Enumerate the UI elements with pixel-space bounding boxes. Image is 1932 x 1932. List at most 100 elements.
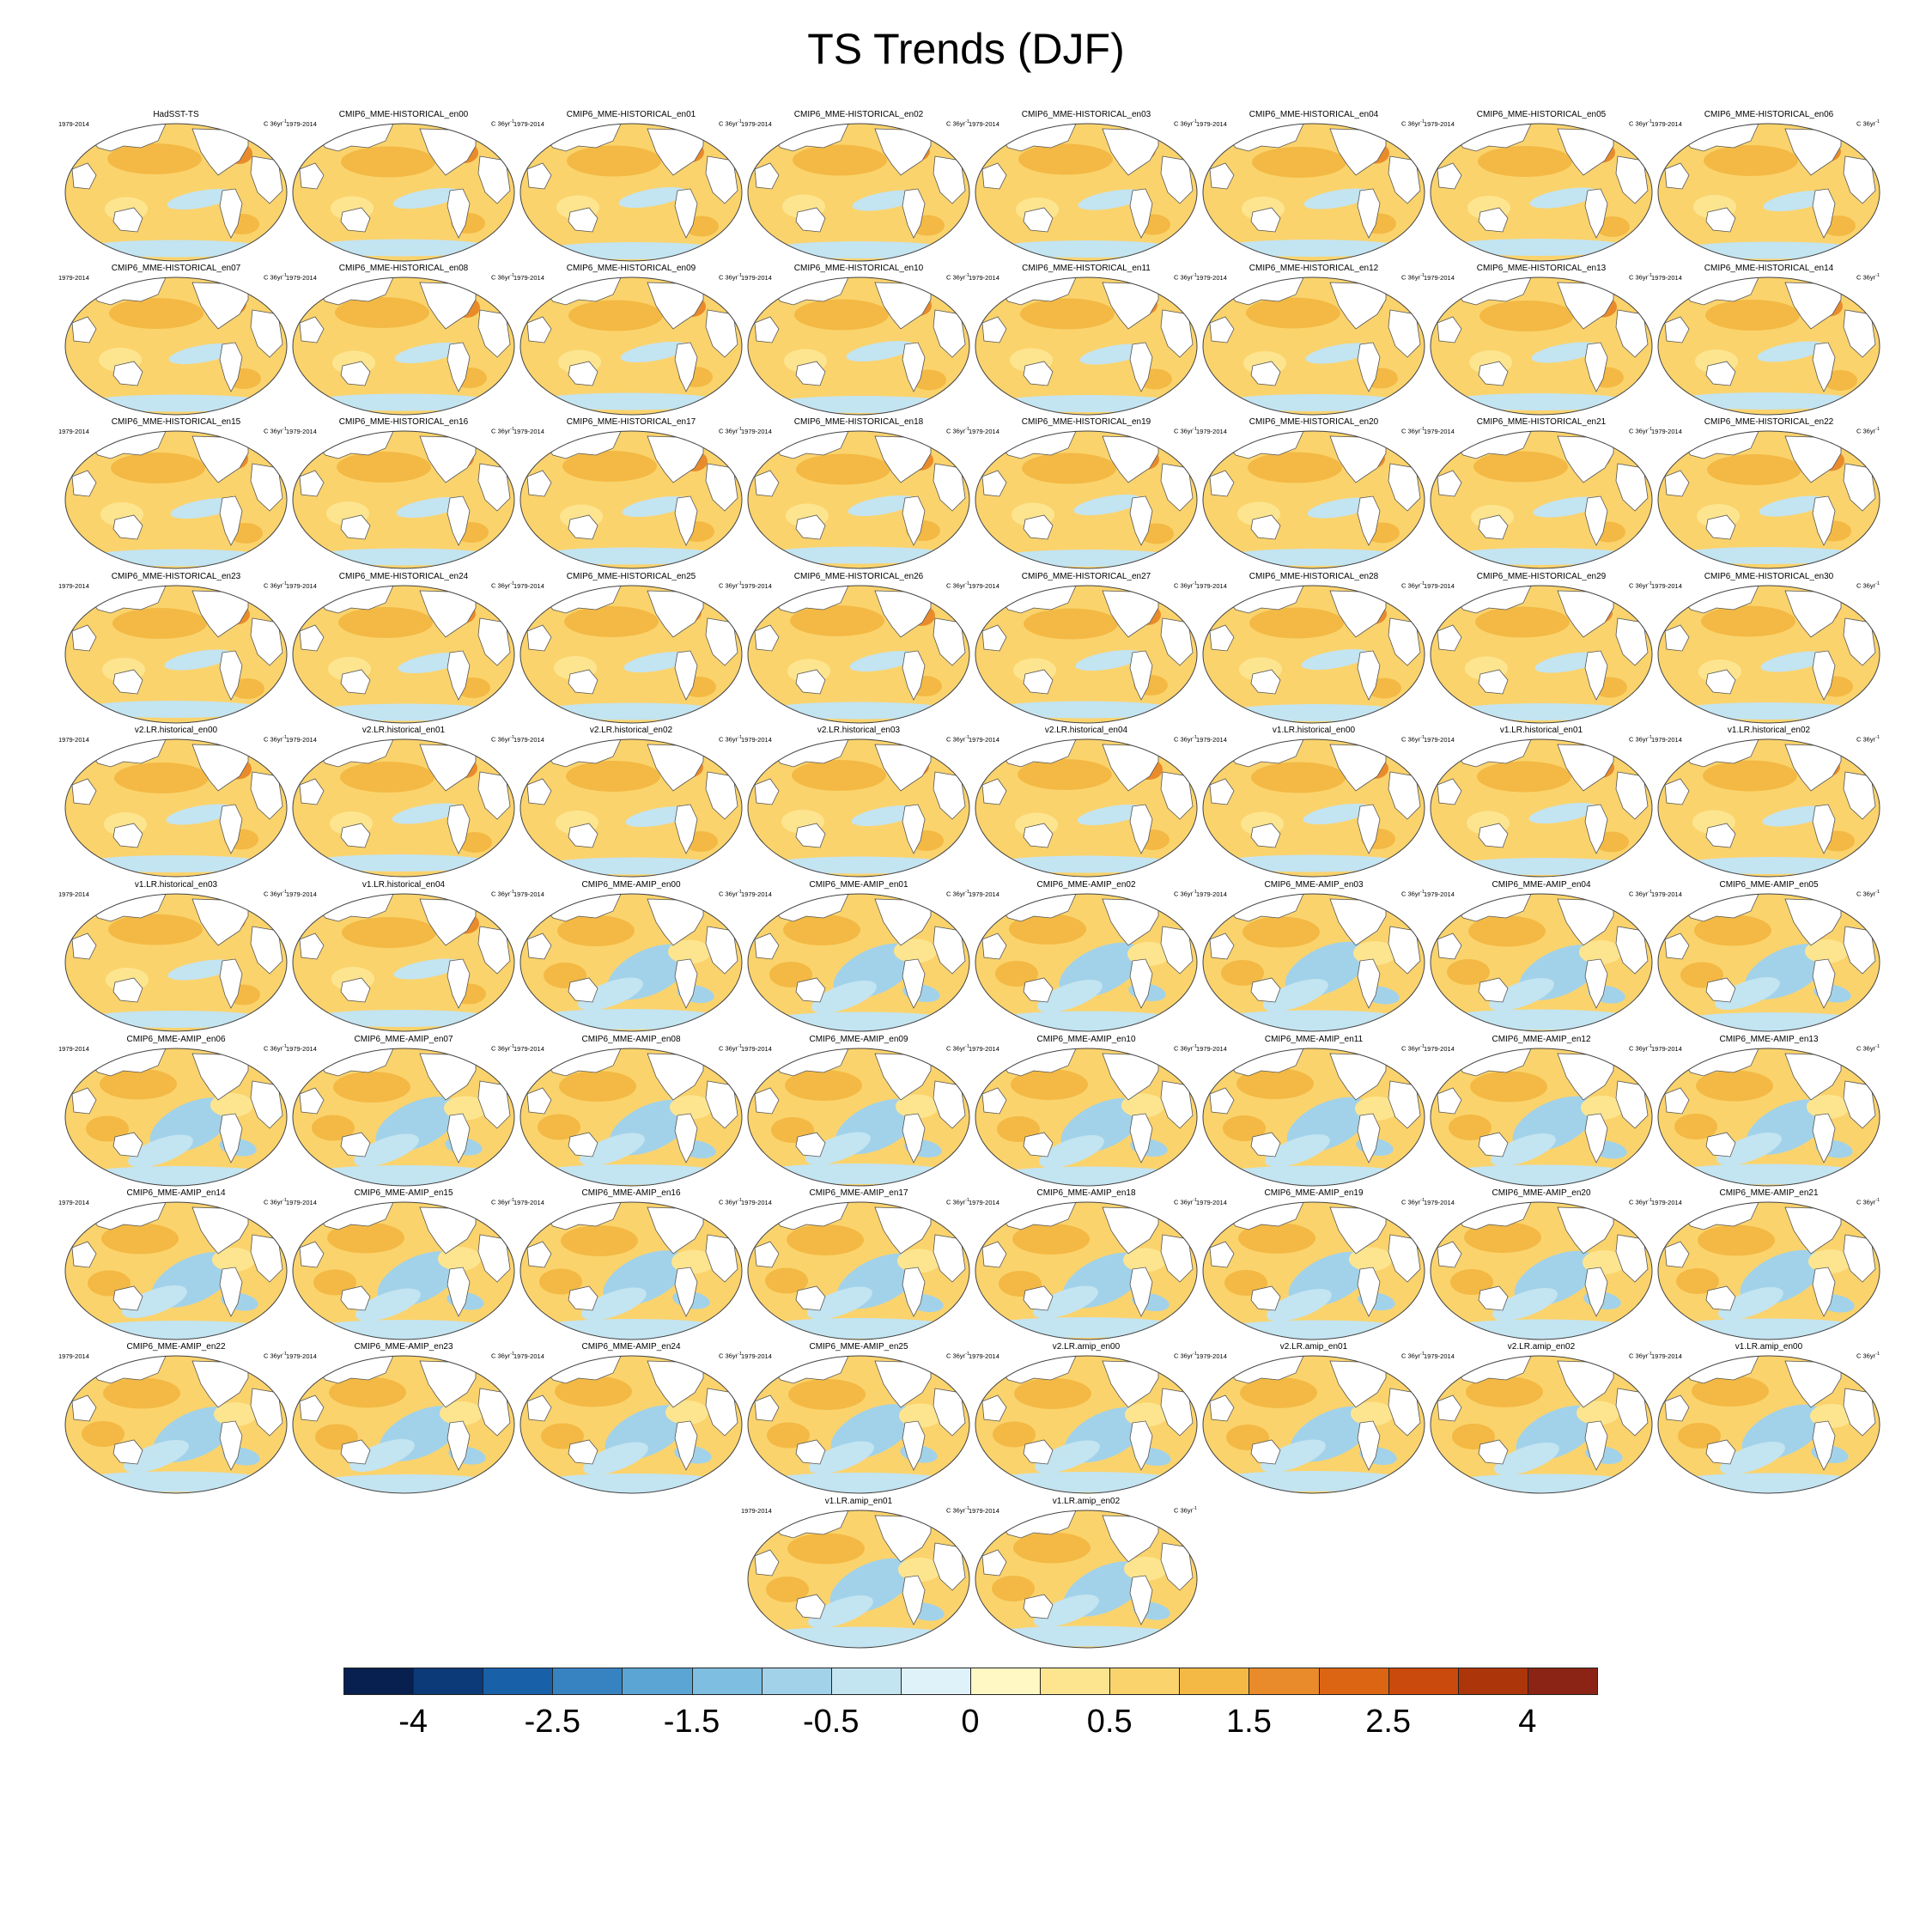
- panel-period-label: 1979-2014: [58, 1352, 89, 1360]
- robinson-map: [1657, 893, 1880, 1032]
- panel-period-label: 1979-2014: [969, 890, 999, 898]
- robinson-map: [975, 738, 1198, 878]
- units-exponent: -1: [738, 273, 742, 278]
- units-base: C 36yr: [264, 1352, 283, 1360]
- units-base: C 36yr: [264, 119, 283, 128]
- map-panel: CMIP6_MME-AMIP_en20 1979-2014 C 36yr-1: [1424, 1188, 1654, 1341]
- colorbar-swatch: [900, 1668, 971, 1695]
- map-panel: CMIP6_MME-HISTORICAL_en19 1979-2014 C 36yr…: [969, 417, 1199, 570]
- map-panel: CMIP6_MME-HISTORICAL_en09 1979-2014 C 36yr…: [513, 264, 744, 416]
- units-base: C 36yr: [1401, 1044, 1421, 1053]
- units-base: C 36yr: [1629, 119, 1649, 128]
- robinson-map: [1657, 276, 1880, 416]
- panel-title: CMIP6_MME-AMIP_en11: [1264, 1035, 1364, 1044]
- units-base: C 36yr: [1401, 735, 1421, 744]
- robinson-map: [1202, 430, 1425, 569]
- panel-title: CMIP6_MME-HISTORICAL_en23: [111, 572, 241, 581]
- panel-units-label: C 36yr-1: [719, 272, 742, 282]
- units-exponent: -1: [1420, 1198, 1425, 1203]
- robinson-map: [1202, 738, 1425, 878]
- units-base: C 36yr: [1174, 1352, 1194, 1360]
- panel-units-label: C 36yr-1: [264, 580, 287, 590]
- map-panel: CMIP6_MME-AMIP_en22 1979-2014 C 36yr-1: [58, 1342, 289, 1495]
- panel-units-label: C 36yr-1: [1856, 580, 1880, 590]
- map-panel: v2.LR.historical_en00 1979-2014 C 36yr-1: [58, 726, 289, 878]
- panel-title: CMIP6_MME-HISTORICAL_en16: [338, 417, 469, 427]
- panel-period-label: 1979-2014: [1651, 1352, 1682, 1360]
- robinson-map: [519, 276, 743, 416]
- panel-title: CMIP6_MME-HISTORICAL_en28: [1249, 572, 1379, 581]
- panel-units-label: C 36yr-1: [719, 734, 742, 744]
- panel-period-label: 1979-2014: [1424, 428, 1455, 435]
- units-base: C 36yr: [1629, 1044, 1649, 1053]
- colorbar-swatch: [1109, 1668, 1181, 1695]
- panel-period-label: 1979-2014: [513, 582, 544, 590]
- map-panel-grid: HadSST-TS 1979-2014 C 36yr-1 CMIP6_MME-HIST…: [58, 110, 1881, 1649]
- map-panel: CMIP6_MME-AMIP_en02 1979-2014 C 36yr-1: [969, 880, 1199, 1033]
- units-exponent: -1: [1875, 427, 1880, 432]
- robinson-map: [975, 893, 1198, 1032]
- map-panel: CMIP6_MME-HISTORICAL_en11 1979-2014 C 36yr…: [969, 264, 1199, 416]
- panel-period-label: 1979-2014: [741, 1045, 772, 1053]
- units-exponent: -1: [738, 890, 742, 895]
- panel-title: CMIP6_MME-AMIP_en18: [1036, 1188, 1136, 1198]
- map-panel: CMIP6_MME-HISTORICAL_en25 1979-2014 C 36yr…: [513, 572, 744, 725]
- units-base: C 36yr: [491, 735, 511, 744]
- robinson-map: [64, 893, 288, 1032]
- panel-period-label: 1979-2014: [1196, 890, 1227, 898]
- map-panel: v2.LR.historical_en01 1979-2014 C 36yr-1: [286, 726, 516, 878]
- panel-title: CMIP6_MME-AMIP_en09: [809, 1035, 908, 1044]
- robinson-map: [292, 276, 515, 416]
- map-panel: CMIP6_MME-AMIP_en07 1979-2014 C 36yr-1: [286, 1035, 516, 1188]
- robinson-map: [519, 1355, 743, 1494]
- panel-title: CMIP6_MME-HISTORICAL_en24: [338, 572, 469, 581]
- panel-period-label: 1979-2014: [1424, 736, 1455, 744]
- map-panel: CMIP6_MME-HISTORICAL_en01 1979-2014 C 36yr…: [513, 110, 744, 263]
- robinson-map: [1430, 123, 1653, 262]
- panel-units-label: C 36yr-1: [1174, 1197, 1197, 1206]
- units-exponent: -1: [283, 1352, 287, 1357]
- units-base: C 36yr: [1174, 735, 1194, 744]
- panel-units-label: C 36yr-1: [491, 734, 514, 744]
- panel-title: CMIP6_MME-HISTORICAL_en14: [1704, 264, 1834, 273]
- panel-title: v1.LR.amip_en02: [1052, 1497, 1121, 1506]
- panel-period-label: 1979-2014: [969, 274, 999, 282]
- robinson-map: [1430, 276, 1653, 416]
- panel-period-label: 1979-2014: [58, 428, 89, 435]
- units-base: C 36yr: [946, 273, 966, 282]
- panel-title: v1.LR.amip_en00: [1735, 1342, 1803, 1352]
- robinson-map: [519, 430, 743, 569]
- panel-period-label: 1979-2014: [1196, 582, 1227, 590]
- robinson-map: [1430, 430, 1653, 569]
- units-base: C 36yr: [1856, 1198, 1876, 1206]
- panel-period-label: 1979-2014: [1651, 736, 1682, 744]
- robinson-map: [747, 1201, 970, 1340]
- panel-units-label: C 36yr-1: [946, 1351, 969, 1360]
- units-base: C 36yr: [491, 1198, 511, 1206]
- units-base: C 36yr: [1174, 890, 1194, 898]
- panel-period-label: 1979-2014: [58, 274, 89, 282]
- panel-units-label: C 36yr-1: [946, 734, 969, 744]
- map-panel: CMIP6_MME-HISTORICAL_en23 1979-2014 C 36yr…: [58, 572, 289, 725]
- panel-units-label: C 36yr-1: [946, 1197, 969, 1206]
- robinson-map: [292, 585, 515, 724]
- panel-period-label: 1979-2014: [1424, 1199, 1455, 1206]
- units-base: C 36yr: [491, 119, 511, 128]
- panel-period-label: 1979-2014: [1196, 1045, 1227, 1053]
- panel-title: CMIP6_MME-HISTORICAL_en09: [566, 264, 696, 273]
- units-exponent: -1: [283, 1044, 287, 1049]
- panel-period-label: 1979-2014: [58, 736, 89, 744]
- panel-period-label: 1979-2014: [286, 274, 317, 282]
- panel-title: CMIP6_MME-HISTORICAL_en10: [793, 264, 924, 273]
- panel-period-label: 1979-2014: [1196, 1199, 1227, 1206]
- map-panel: CMIP6_MME-HISTORICAL_en27 1979-2014 C 36yr…: [969, 572, 1199, 725]
- map-panel: v1.LR.historical_en03 1979-2014 C 36yr-1: [58, 880, 289, 1033]
- panel-period-label: 1979-2014: [513, 120, 544, 128]
- robinson-map: [975, 1355, 1198, 1494]
- panel-title: CMIP6_MME-AMIP_en04: [1492, 880, 1591, 890]
- panel-period-label: 1979-2014: [1651, 274, 1682, 282]
- map-panel: CMIP6_MME-AMIP_en05 1979-2014 C 36yr-1: [1651, 880, 1881, 1033]
- panel-units-label: C 36yr-1: [1174, 1351, 1197, 1360]
- map-panel: CMIP6_MME-AMIP_en10 1979-2014 C 36yr-1: [969, 1035, 1199, 1188]
- units-base: C 36yr: [1629, 273, 1649, 282]
